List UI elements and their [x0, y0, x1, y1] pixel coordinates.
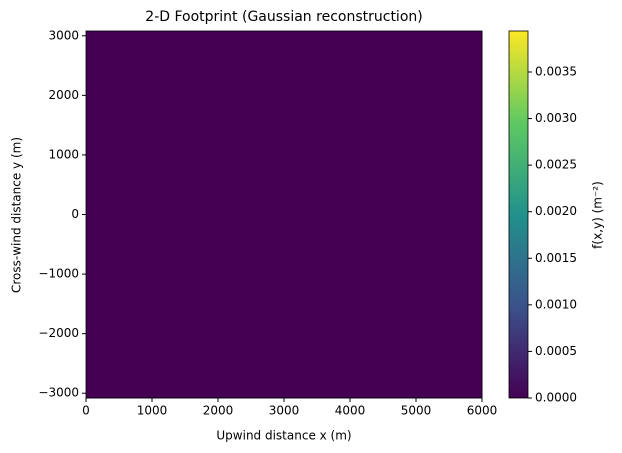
y-tick-label: −3000 [38, 386, 79, 400]
colorbar-tick-label: 0.0005 [535, 344, 577, 358]
colorbar-tick-label: 0.0035 [535, 64, 577, 78]
colorbar-tick-label: 0.0030 [535, 111, 577, 125]
x-tick-label: 6000 [467, 404, 498, 418]
colorbar-label: f(x,y) (m⁻²) [591, 181, 605, 249]
y-tick-label: 2000 [48, 88, 79, 102]
x-tick-label: 4000 [335, 404, 366, 418]
colorbar [508, 30, 529, 399]
y-tick-label: 1000 [48, 147, 79, 161]
x-tick-label: 5000 [401, 404, 432, 418]
colorbar-tick-label: 0.0010 [535, 297, 577, 311]
x-tick-label: 3000 [269, 404, 300, 418]
heatmap-cell [86, 31, 483, 399]
x-tick-label: 1000 [137, 404, 168, 418]
x-tick-label: 0 [82, 404, 90, 418]
colorbar-tick-label: 0.0020 [535, 204, 577, 218]
colorbar-tick-label: 0.0000 [535, 391, 577, 405]
x-tick-label: 2000 [203, 404, 234, 418]
y-tick-label: −2000 [38, 326, 79, 340]
colorbar-tick-label: 0.0015 [535, 251, 577, 265]
x-axis-label: Upwind distance x (m) [216, 429, 351, 443]
colorbar-tick-label: 0.0025 [535, 158, 577, 172]
y-axis-label: Cross-wind distance y (m) [10, 137, 24, 293]
y-tick-label: 0 [71, 207, 79, 221]
y-tick-label: 3000 [48, 28, 79, 42]
y-tick-label: −1000 [38, 267, 79, 281]
chart-title: 2-D Footprint (Gaussian reconstruction) [145, 9, 422, 25]
